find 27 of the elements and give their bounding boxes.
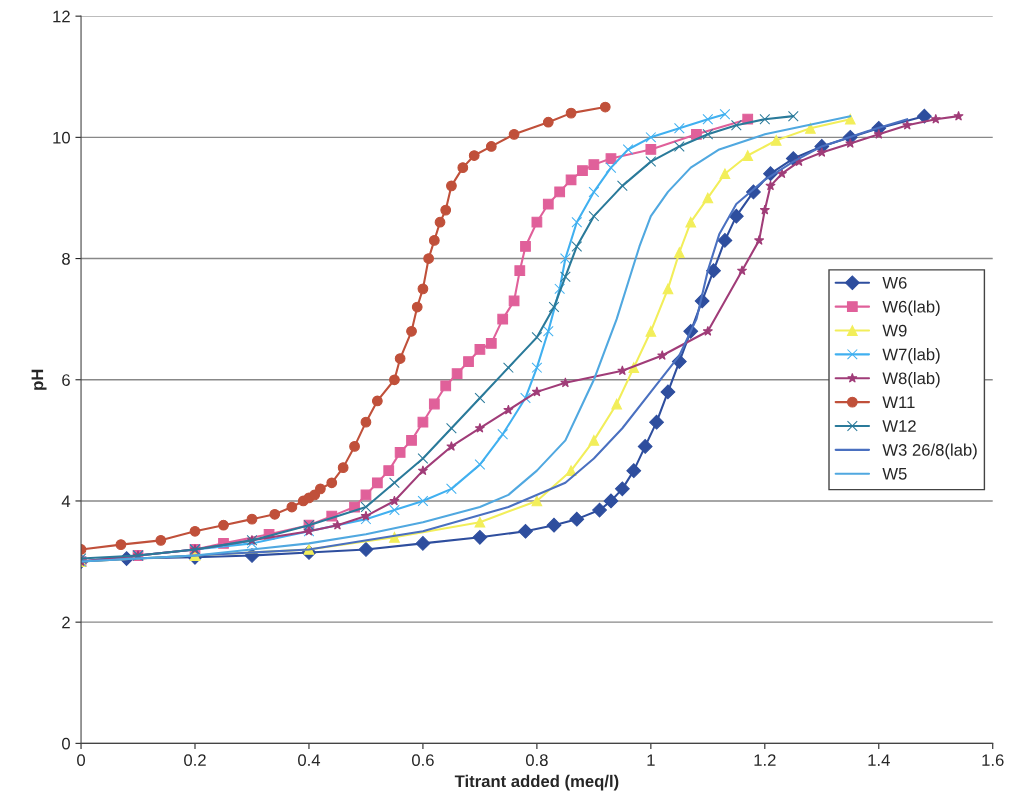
legend-label: W9 bbox=[882, 324, 907, 337]
x-tick-label: 1.6 bbox=[982, 754, 1004, 767]
x-tick-label: 0.6 bbox=[412, 754, 434, 767]
legend-label: W5 bbox=[882, 468, 907, 480]
x-tick-label: 1.2 bbox=[754, 754, 776, 766]
y-tick-label: 6 bbox=[62, 374, 70, 386]
x-tick-label: 0 bbox=[77, 754, 86, 767]
legend-label: W6(lab) bbox=[882, 300, 940, 316]
legend-label: W7(lab) bbox=[882, 348, 940, 364]
legend-label: W12 bbox=[882, 420, 916, 432]
y-tick-label: 2 bbox=[62, 616, 70, 629]
legend-label: W11 bbox=[882, 396, 915, 408]
y-tick-label: 0 bbox=[62, 737, 70, 750]
x-tick-label: 1.4 bbox=[868, 754, 890, 766]
x-tick-label: 0.8 bbox=[525, 754, 548, 767]
x-tick-label: 0.4 bbox=[298, 754, 321, 767]
x-axis-title: Titrant added (meq/l) bbox=[454, 774, 619, 791]
y-tick-label: 8 bbox=[62, 252, 70, 265]
y-axis-title: pH bbox=[31, 369, 47, 390]
y-tick-label: 12 bbox=[53, 10, 70, 23]
legend-label: W8(lab) bbox=[882, 371, 940, 388]
legend-label: W6 bbox=[882, 276, 907, 289]
y-tick-label: 4 bbox=[61, 495, 71, 507]
y-tick-label: 10 bbox=[53, 131, 70, 144]
x-tick-label: 1 bbox=[647, 754, 655, 766]
legend-label: W3 26/8(lab) bbox=[882, 443, 977, 460]
x-tick-label: 0.2 bbox=[184, 754, 206, 767]
